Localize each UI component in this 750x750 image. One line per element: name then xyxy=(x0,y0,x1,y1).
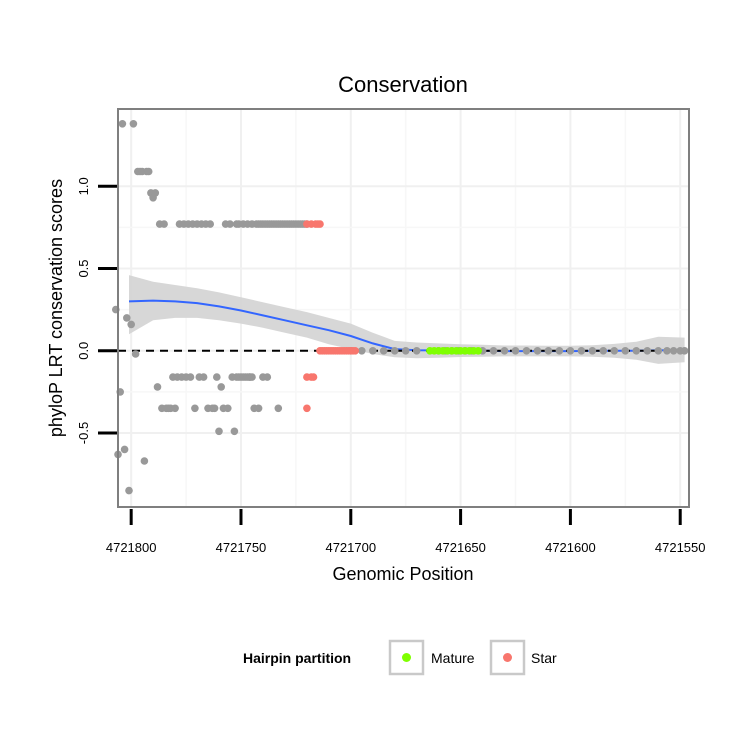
data-point-other xyxy=(160,220,168,228)
data-point-star xyxy=(316,220,324,228)
data-point-other xyxy=(125,486,133,495)
legend-label-star: Star xyxy=(531,650,557,666)
legend-title: Hairpin partition xyxy=(243,650,351,666)
y-axis-title: phyloP LRT conservation scores xyxy=(46,179,66,437)
y-tick-label: -0.5 xyxy=(76,422,91,444)
data-point-other xyxy=(226,220,234,228)
data-point-other xyxy=(390,347,399,355)
data-point-other xyxy=(171,404,179,413)
data-point-other xyxy=(412,347,421,355)
data-point-other xyxy=(632,347,641,355)
chart-title: Conservation xyxy=(338,72,468,97)
y-tick-label: 0.5 xyxy=(76,259,91,277)
x-tick-label: 4721600 xyxy=(545,540,596,555)
data-point-other xyxy=(206,220,214,228)
legend: Hairpin partition Mature Star xyxy=(243,639,557,676)
legend-key-star-box xyxy=(489,639,526,676)
data-point-other xyxy=(599,347,608,355)
data-point-other xyxy=(153,383,162,391)
data-point-other xyxy=(522,347,531,355)
plot-panel-border xyxy=(117,108,690,508)
data-point-other xyxy=(191,404,199,413)
y-axis: -0.5 0.0 0.5 1.0 xyxy=(76,177,117,444)
data-point-other xyxy=(224,404,232,413)
data-point-other xyxy=(654,347,663,355)
data-point-other xyxy=(186,373,195,381)
data-point-other xyxy=(621,347,630,355)
x-tick-label: 4721550 xyxy=(655,540,706,555)
x-tick-label: 4721750 xyxy=(216,540,267,555)
data-point-other xyxy=(566,347,575,355)
x-tick-label: 4721700 xyxy=(325,540,376,555)
legend-key-mature-dot xyxy=(402,653,411,662)
data-point-other xyxy=(401,347,410,355)
data-point-other xyxy=(358,347,366,355)
data-point-other xyxy=(263,373,272,381)
data-point-other xyxy=(215,427,223,436)
data-point-other xyxy=(555,347,564,355)
data-point-other xyxy=(210,404,219,413)
data-point-other xyxy=(489,347,498,355)
data-point-other xyxy=(217,383,225,391)
data-point-other xyxy=(129,120,138,128)
x-tick-label: 4721650 xyxy=(435,540,486,555)
legend-key-mature-box xyxy=(388,639,425,676)
data-point-other xyxy=(369,347,377,355)
data-point-other xyxy=(151,189,160,197)
data-point-other xyxy=(248,373,256,381)
data-point-other xyxy=(577,347,586,355)
x-axis: 4721800 4721750 4721700 4721650 4721600 47215… xyxy=(106,509,706,555)
data-point-other xyxy=(588,347,597,355)
data-point-other xyxy=(120,445,129,454)
data-point-other xyxy=(140,457,149,465)
data-point-mature xyxy=(474,347,483,355)
data-point-other xyxy=(500,347,509,355)
data-point-star xyxy=(303,404,311,413)
data-point-other xyxy=(610,347,619,355)
data-point-star xyxy=(351,347,360,355)
data-point-other xyxy=(199,373,208,381)
data-point-star xyxy=(309,373,318,381)
confidence-band-layer xyxy=(129,275,685,364)
data-point-other xyxy=(123,314,131,322)
data-point-other xyxy=(254,404,263,413)
data-point-other xyxy=(274,404,283,413)
confidence-band xyxy=(129,275,685,364)
data-point-other xyxy=(118,120,127,128)
data-point-other xyxy=(663,347,671,355)
data-point-other xyxy=(533,347,542,355)
data-point-other xyxy=(643,347,652,355)
x-axis-title: Genomic Position xyxy=(332,564,473,584)
data-point-other xyxy=(144,167,153,176)
data-point-other xyxy=(680,347,689,355)
y-tick-label: 1.0 xyxy=(76,177,91,195)
data-point-other xyxy=(131,350,140,358)
data-point-other xyxy=(213,373,221,381)
data-point-other xyxy=(544,347,553,355)
data-point-other xyxy=(127,320,135,329)
data-points xyxy=(112,120,689,495)
data-point-other xyxy=(669,347,678,355)
x-tick-label: 4721800 xyxy=(106,540,157,555)
legend-key-star-dot xyxy=(503,653,512,662)
y-tick-label: 0.0 xyxy=(76,342,91,360)
data-point-other xyxy=(379,347,388,355)
data-point-other xyxy=(511,347,520,355)
data-point-other xyxy=(230,427,239,436)
legend-label-mature: Mature xyxy=(431,650,475,666)
